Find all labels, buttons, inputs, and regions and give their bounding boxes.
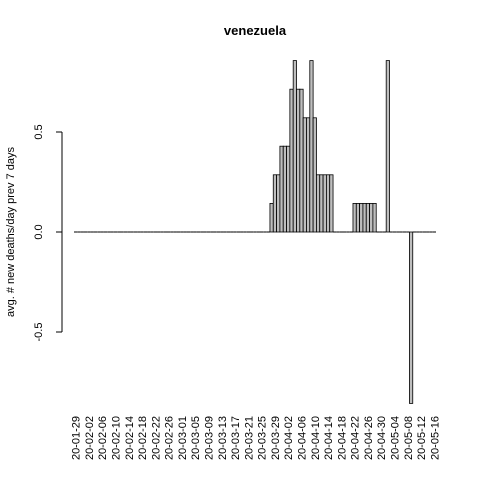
x-tick-label: 20-02-10: [111, 416, 123, 460]
bar: [306, 117, 311, 233]
x-tick-label: 20-04-18: [336, 416, 348, 460]
bar: [359, 202, 364, 233]
bar: [269, 202, 274, 233]
x-tick-label: 20-03-01: [177, 416, 189, 460]
bar: [409, 231, 414, 404]
bar: [369, 202, 374, 233]
x-tick-label: 20-04-26: [363, 416, 375, 460]
bar: [289, 88, 294, 233]
x-tick-label: 20-05-16: [429, 416, 441, 460]
x-tick-label: 20-02-18: [137, 416, 149, 460]
bar: [292, 60, 297, 233]
x-tick-label: 20-01-29: [71, 416, 83, 460]
bar: [272, 174, 277, 233]
bars: [74, 60, 436, 404]
bar: [312, 117, 317, 233]
x-tick-label: 20-04-22: [350, 416, 362, 460]
bar: [372, 202, 377, 233]
y-tick-label: 0.5: [33, 124, 45, 139]
x-tick-label: 20-03-29: [270, 416, 282, 460]
x-tick-label: 20-04-14: [323, 416, 335, 460]
x-tick-label: 20-04-30: [376, 416, 388, 460]
x-tick-label: 20-04-02: [283, 416, 295, 460]
bar: [302, 117, 307, 233]
bar: [326, 174, 331, 233]
y-axis-label: avg. # new deaths/day prev 7 days: [5, 147, 17, 317]
bar: [355, 202, 361, 233]
bar: [309, 60, 314, 233]
x-tick-label: 20-02-26: [164, 416, 176, 460]
y-axis: -0.5 0.0 0.5: [33, 124, 63, 342]
chart-title: venezuela: [224, 23, 287, 38]
bar: [296, 88, 301, 233]
y-tick-label: -0.5: [33, 323, 45, 342]
x-axis: 20-01-29 20-02-02 20-02-06 20-02-10 20-02-14…: [71, 416, 442, 460]
x-tick-label: 20-05-08: [403, 416, 415, 460]
x-tick-label: 20-04-06: [296, 416, 308, 460]
x-tick-label: 20-05-12: [416, 416, 428, 460]
x-tick-label: 20-03-05: [190, 416, 202, 460]
x-tick-label: 20-03-21: [243, 416, 255, 460]
bar: [282, 145, 287, 233]
x-tick-label: 20-02-02: [84, 416, 96, 460]
y-tick-label: 0.0: [33, 224, 45, 239]
bar: [316, 174, 321, 233]
bar: [299, 88, 304, 233]
x-tick-label: 20-02-06: [97, 416, 109, 460]
x-tick-label: 20-04-10: [310, 416, 322, 460]
bar: [319, 174, 324, 233]
bar: [352, 202, 357, 233]
x-tick-label: 20-03-17: [230, 416, 242, 460]
bar: [279, 145, 284, 233]
bar: [362, 202, 367, 233]
x-tick-label: 20-03-25: [257, 416, 269, 460]
bar: [365, 202, 370, 233]
bar: [286, 145, 291, 233]
x-tick-label: 20-02-22: [150, 416, 162, 460]
x-tick-label: 20-02-14: [124, 416, 136, 460]
bar: [385, 60, 390, 233]
x-tick-label: 20-03-13: [217, 416, 229, 460]
bar: [322, 174, 327, 233]
bar: [329, 174, 334, 233]
bar: [276, 174, 281, 233]
x-tick-label: 20-05-04: [389, 416, 401, 460]
x-tick-label: 20-03-09: [204, 416, 216, 460]
